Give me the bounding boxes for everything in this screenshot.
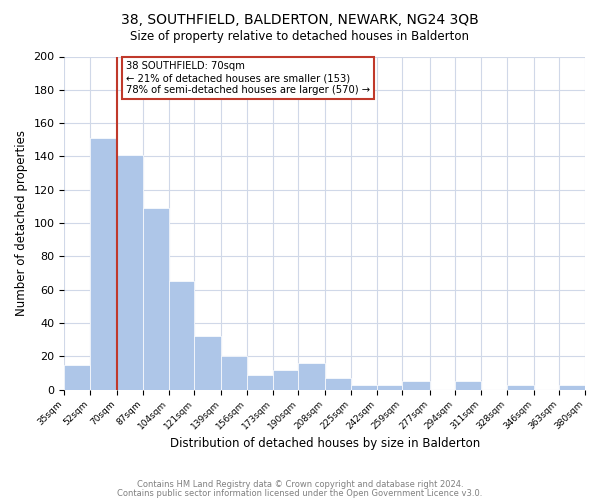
- Bar: [506, 384, 533, 390]
- Bar: [247, 374, 272, 390]
- Bar: [351, 384, 377, 390]
- Bar: [169, 282, 194, 390]
- Bar: [403, 382, 430, 390]
- X-axis label: Distribution of detached houses by size in Balderton: Distribution of detached houses by size …: [170, 437, 480, 450]
- Text: 38 SOUTHFIELD: 70sqm
← 21% of detached houses are smaller (153)
78% of semi-deta: 38 SOUTHFIELD: 70sqm ← 21% of detached h…: [126, 62, 370, 94]
- Bar: [117, 155, 143, 390]
- Text: Contains public sector information licensed under the Open Government Licence v3: Contains public sector information licen…: [118, 488, 482, 498]
- Bar: [298, 363, 325, 390]
- Bar: [143, 208, 169, 390]
- Bar: [221, 356, 247, 390]
- Bar: [377, 384, 403, 390]
- Bar: [559, 384, 585, 390]
- Y-axis label: Number of detached properties: Number of detached properties: [15, 130, 28, 316]
- Text: 38, SOUTHFIELD, BALDERTON, NEWARK, NG24 3QB: 38, SOUTHFIELD, BALDERTON, NEWARK, NG24 …: [121, 12, 479, 26]
- Bar: [455, 382, 481, 390]
- Bar: [194, 336, 221, 390]
- Text: Size of property relative to detached houses in Balderton: Size of property relative to detached ho…: [131, 30, 470, 43]
- Bar: [90, 138, 117, 390]
- Bar: [325, 378, 351, 390]
- Bar: [272, 370, 298, 390]
- Bar: [64, 364, 90, 390]
- Text: Contains HM Land Registry data © Crown copyright and database right 2024.: Contains HM Land Registry data © Crown c…: [137, 480, 463, 489]
